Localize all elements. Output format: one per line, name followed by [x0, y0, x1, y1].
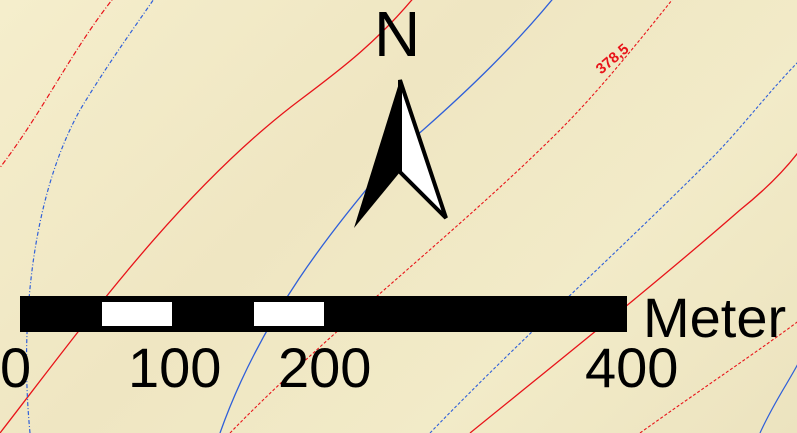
scale-segment-3	[174, 296, 252, 332]
red-contour-line	[469, 152, 797, 433]
scale-bar	[20, 296, 627, 332]
scale-tick-label: 0	[0, 336, 32, 399]
red-contour-line	[229, 0, 673, 433]
scale-segment-4-inner	[254, 302, 324, 326]
north-arrow-icon	[354, 79, 448, 228]
scale-tick-label: 400	[585, 336, 679, 399]
scale-segment-1	[20, 296, 100, 332]
scale-segment-2-inner	[102, 302, 172, 326]
north-arrow-light-half	[398, 79, 448, 220]
red-contour-line	[639, 321, 797, 433]
scale-unit-label: Meter	[643, 286, 787, 349]
scale-segment-5	[326, 296, 627, 332]
north-letter: N	[374, 0, 421, 70]
north-arrow-dark-half	[354, 80, 400, 228]
blue-contour-line	[759, 364, 797, 433]
scale-tick-label: 100	[128, 336, 222, 399]
red-contour-line	[0, 0, 413, 433]
scale-tick-label: 200	[278, 336, 372, 399]
blue-contour-line	[25, 0, 154, 433]
red-contour-line	[0, 0, 113, 169]
blue-contour-line	[429, 62, 797, 433]
